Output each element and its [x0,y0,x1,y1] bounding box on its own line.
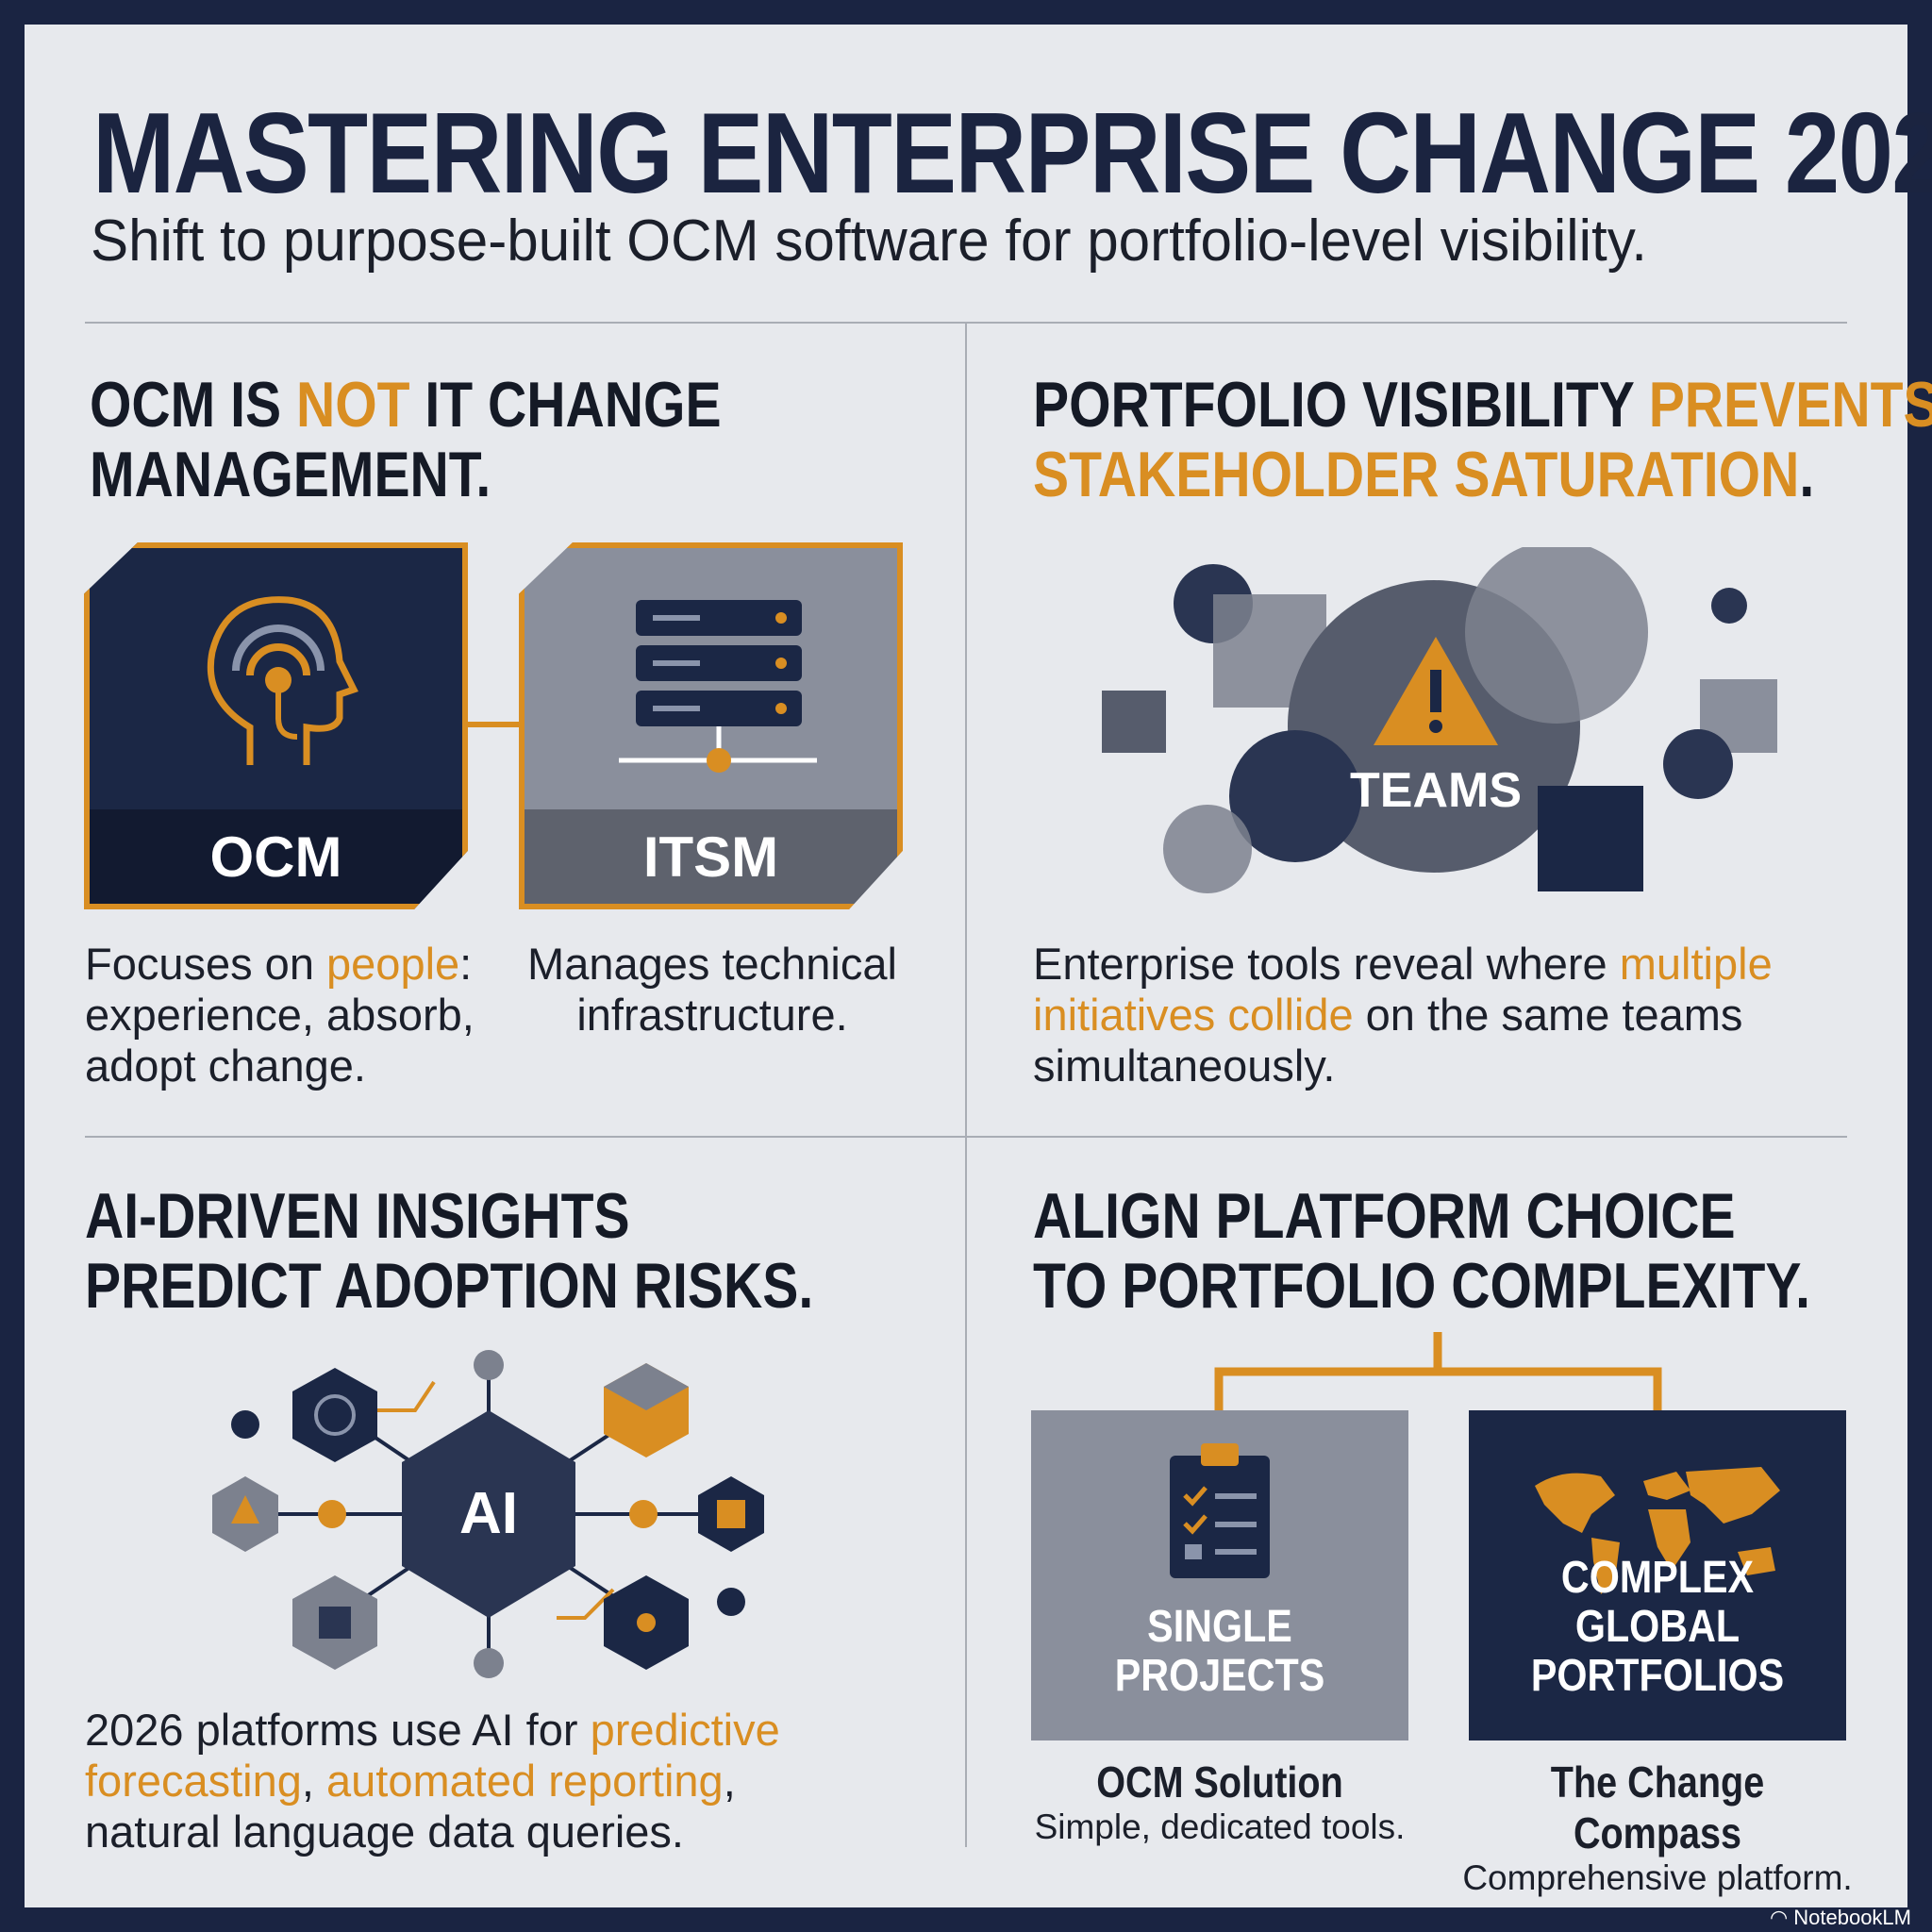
q4-heading-text: ALIGN PLATFORM CHOICE [1033,1180,1736,1252]
q3-text: , natural language data queries. [85,1756,736,1857]
q1-heading: OCM IS NOT IT CHANGE MANAGEMENT. [90,370,722,509]
q3-heading-text: AI-DRIVEN INSIGHTS [85,1180,630,1252]
change-compass-title: The Change Compass [1550,1757,1765,1857]
q2-text: on the same teams simultaneously. [1033,990,1743,1091]
ocm-solution-title: OCM Solution [1096,1757,1343,1807]
ocm-itsm-connector [468,722,523,727]
q2-text-accent: multiple initiatives collide [1033,939,1773,1040]
q2-heading-text: PORTFOLIO VISIBILITY [1033,369,1649,441]
notebooklm-logo-icon: ◠ [1769,1906,1794,1929]
itsm-label: ITSM [525,809,897,904]
ocm-label: OCM [90,809,462,904]
head-signal-icon [207,596,358,765]
q2-description: Enterprise tools reveal where multiple i… [1033,939,1835,1091]
single-projects-box: SINGLE PROJECTS [1031,1410,1408,1740]
ocm-text-accent: people [326,939,460,989]
q2-heading: PORTFOLIO VISIBILITY PREVENTS STAKEHOLDE… [1033,370,1932,509]
ai-label: AI [459,1481,518,1546]
q3-text: 2026 platforms use AI for [85,1705,591,1755]
q3-text: , [301,1756,327,1806]
ocm-solution-desc: Simple, dedicated tools. [1034,1807,1406,1846]
ocm-text: : experience, absorb, adopt change. [85,939,475,1091]
q4-heading: ALIGN PLATFORM CHOICE TO PORTFOLIO COMPL… [1033,1181,1810,1321]
q3-heading-text: PREDICT ADOPTION RISKS. [85,1250,814,1322]
ocm-card: OCM [84,542,468,909]
teams-label: TEAMS [1350,763,1522,818]
ai-network-graphic: AI [212,1350,764,1678]
itsm-description: Manages technical infrastructure. [527,939,897,1040]
warning-icon [1374,637,1498,745]
choice-connector [1214,1332,1662,1413]
q2-heading-accent: STAKEHOLDER SATURATION [1033,439,1800,510]
complex-portfolios-box: COMPLEX GLOBAL PORTFOLIOS [1469,1410,1846,1740]
divider-middle [85,1136,1847,1138]
q1-heading-text: MANAGEMENT. [90,439,491,510]
page-subtitle: Shift to purpose-built OCM software for … [91,208,1648,274]
ocm-description: Focuses on people: experience, absorb, a… [85,939,500,1091]
watermark-text: NotebookLM [1793,1906,1911,1929]
change-compass-desc: Comprehensive platform. [1462,1858,1853,1897]
change-compass-caption: The Change Compass Comprehensive platfor… [1431,1757,1884,1898]
world-map-icon [1535,1467,1780,1594]
q3-description: 2026 platforms use AI for predictive for… [85,1705,858,1857]
q1-heading-text: OCM IS [90,369,296,441]
q4-heading-text: TO PORTFOLIO COMPLEXITY. [1033,1250,1811,1322]
q3-text-accent: automated reporting [326,1756,724,1806]
q2-text: Enterprise tools reveal where [1033,939,1620,989]
brain-icon [292,1368,377,1462]
ocm-text: Focuses on [85,939,327,989]
divider-vertical [965,324,967,1847]
q3-heading: AI-DRIVEN INSIGHTS PREDICT ADOPTION RISK… [85,1181,813,1321]
complex-portfolios-label: COMPLEX GLOBAL PORTFOLIOS [1530,1553,1785,1701]
ocm-solution-caption: OCM Solution Simple, dedicated tools. [993,1757,1446,1847]
q2-heading-accent: PREVENTS [1648,369,1932,441]
divider-top [85,322,1847,324]
q1-heading-accent: NOT [295,369,410,441]
q2-heading-text: . [1799,439,1815,510]
clipboard-checklist-icon [1170,1443,1270,1578]
q1-heading-text: IT CHANGE [409,369,722,441]
server-icon [619,600,817,773]
single-projects-label: SINGLE PROJECTS [1114,1602,1325,1701]
notebooklm-watermark: ◠ NotebookLM [1770,1906,1911,1930]
q3-text-accent: predictive forecasting [85,1705,780,1806]
saturation-graphic: TEAMS [1102,547,1777,893]
itsm-card: ITSM [519,542,903,909]
page-title: MASTERING ENTERPRISE CHANGE 2026 [92,89,1932,217]
